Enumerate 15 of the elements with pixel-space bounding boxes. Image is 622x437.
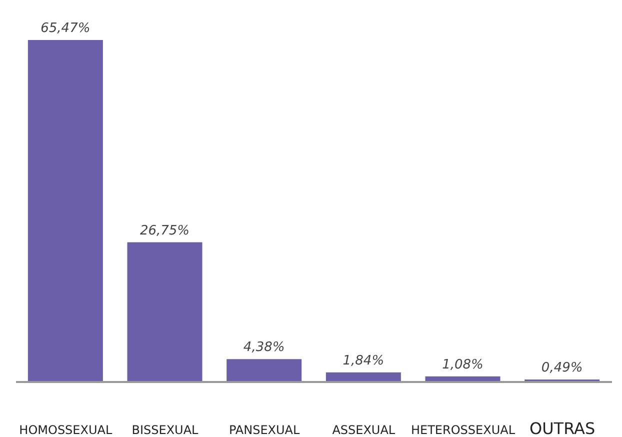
- bar: [226, 359, 302, 382]
- data-label: 26,75%: [140, 223, 190, 238]
- x-tick-label: OUTRAS: [530, 419, 596, 437]
- x-tick-label: HETEROSSEXUAL: [410, 423, 516, 437]
- bar: [28, 40, 103, 382]
- x-tick-label: HOMOSSEXUAL: [19, 423, 112, 437]
- data-label: 1,84%: [342, 353, 384, 368]
- x-tick-label: ASSEXUAL: [332, 423, 396, 437]
- bar: [127, 242, 202, 382]
- data-label: 65,47%: [40, 21, 90, 36]
- data-label: 0,49%: [541, 360, 583, 376]
- data-label: 1,08%: [442, 357, 484, 372]
- x-tick-label: PANSEXUAL: [228, 423, 300, 437]
- data-label: 4,38%: [243, 340, 285, 356]
- x-tick-label: BISSEXUAL: [132, 423, 199, 437]
